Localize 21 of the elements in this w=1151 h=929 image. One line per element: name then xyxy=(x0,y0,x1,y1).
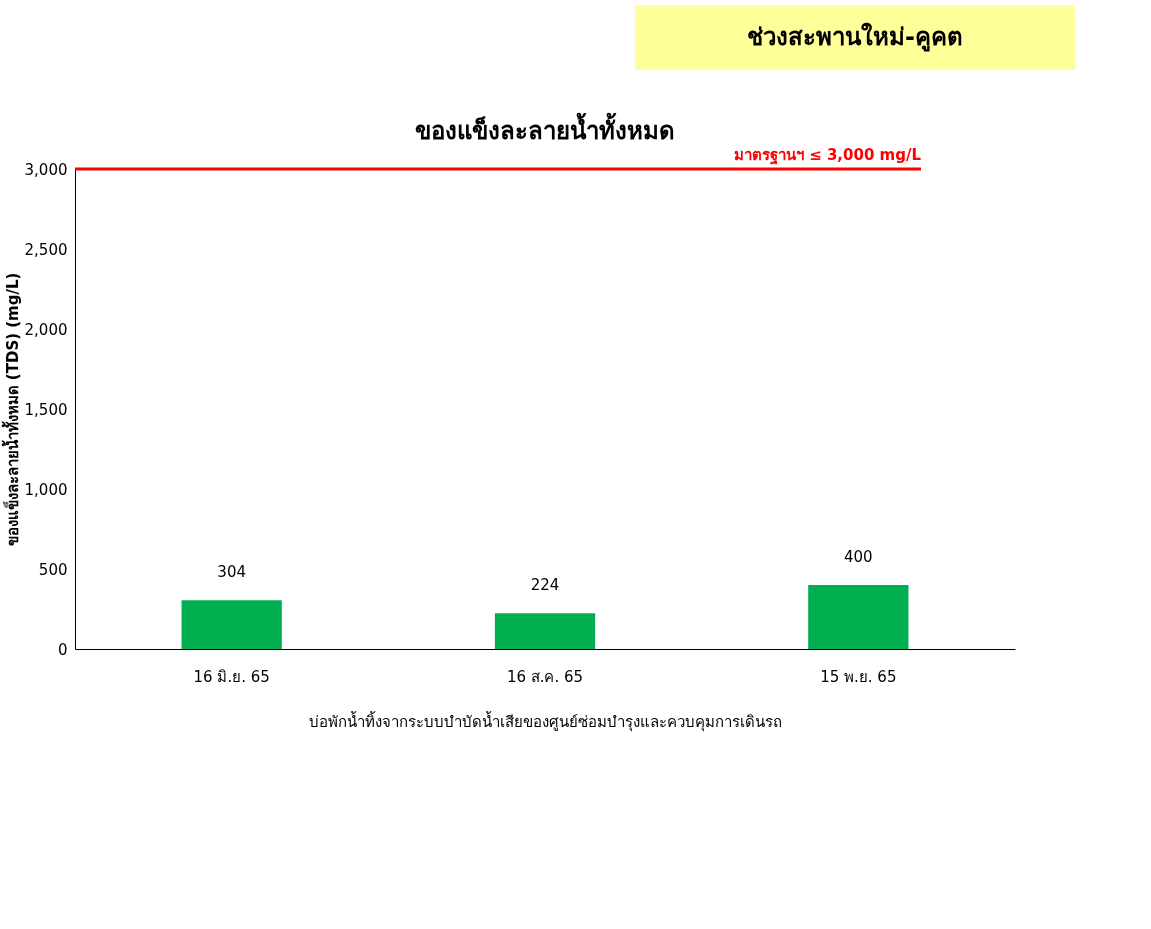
y-tick-label: 2,500 xyxy=(24,240,68,259)
y-tick-label: 0 xyxy=(57,640,68,659)
bar xyxy=(808,585,909,649)
data-label: 304 xyxy=(217,563,246,582)
x-tick-label: 16 ส.ค. 65 xyxy=(506,667,584,686)
ref-line-label: มาตรฐานฯ ≤ 3,000 mg/L xyxy=(733,146,922,165)
y-tick-label: 500 xyxy=(38,560,68,579)
bar xyxy=(494,613,596,649)
y-tick-label: 3,000 xyxy=(24,160,68,179)
y-tick-label: 1,000 xyxy=(24,480,68,499)
text: ช่วงสะพานใหม่-คูคต xyxy=(747,21,963,52)
chart-title: ของแข็งละลายน้ำทั้งหมด xyxy=(415,112,675,145)
bar xyxy=(181,600,282,649)
x-tick-label: 16 มิ.ย. 65 xyxy=(193,667,270,686)
x-axis-title: บ่อพักน้ำทิ้งจากระบบบำบัดน้ำเสียของศูนย์ซ่อมบำรุงและควบคุมการเดินรถ xyxy=(309,710,782,732)
y-tick-label: 1,500 xyxy=(24,400,68,419)
x-tick-label: 15 พ.ย. 65 xyxy=(820,667,897,686)
y-tick-label: 2,000 xyxy=(24,320,68,339)
data-label: 400 xyxy=(844,548,873,566)
data-label: 224 xyxy=(530,576,560,595)
y-axis-title: ของแข็งละลายน้ำทั้งหมด (TDS) (mg/L) xyxy=(0,272,22,547)
